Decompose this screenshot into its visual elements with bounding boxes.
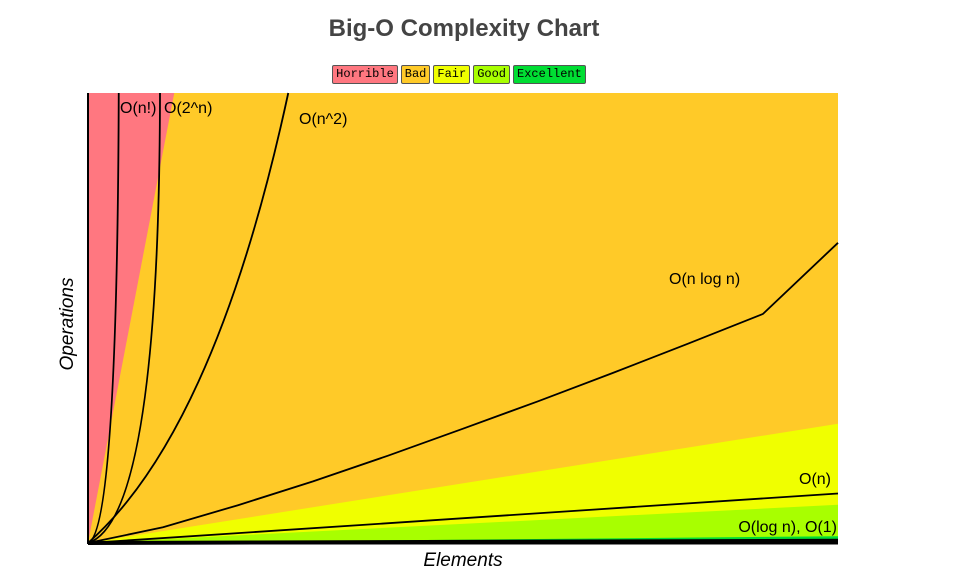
series-label-o-n-2: O(n^2) [299,111,347,128]
series-line-o-n-2 [87,92,290,544]
series-label-o-2-n: O(2^n) [164,100,212,117]
region-good [88,504,838,543]
series-label-o-n: O(n) [799,471,831,488]
legend-item-fair[interactable]: Fair [433,65,471,84]
region-bad [88,93,838,543]
series-line-o-n [87,492,839,544]
series-line-o-n-log-n [87,242,839,544]
series-label-o-log-n-o-1: O(log n), O(1) [738,519,837,536]
series-label-o-n-log-n: O(n log n) [669,271,740,288]
x-axis-label: Elements [423,550,503,571]
chart-title: Big-O Complexity Chart [328,15,600,42]
legend: Horrible Bad Fair Good Excellent [0,65,918,84]
series-line-o-n [87,92,120,544]
legend-item-bad[interactable]: Bad [400,65,431,84]
legend-item-excellent[interactable]: Excellent [513,65,586,84]
legend-item-good[interactable]: Good [473,65,511,84]
series-label-o-n: O(n!) [120,100,156,117]
y-axis-label: Operations [57,277,78,371]
legend-item-horrible[interactable]: Horrible [332,65,398,84]
region-fair [88,423,838,543]
series-line-o-2-n [87,92,161,544]
